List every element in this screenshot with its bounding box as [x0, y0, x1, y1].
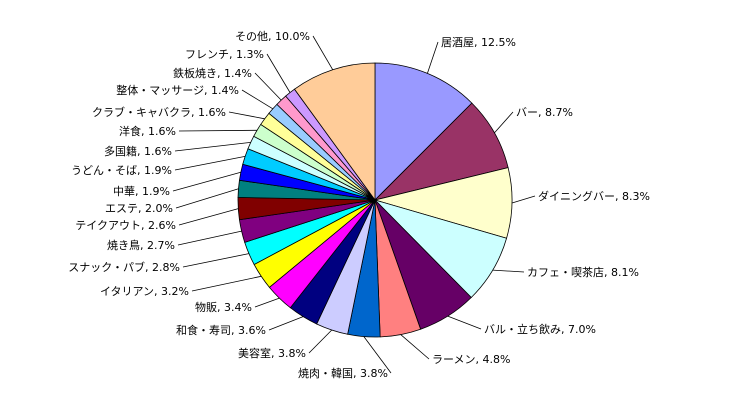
slice-label: フレンチ, 1.3% [185, 48, 264, 61]
pie-slice [293, 62, 376, 202]
leader-line [182, 253, 249, 268]
pie-slices [237, 62, 513, 338]
slice-label: 焼き鳥, 2.7% [107, 238, 175, 252]
slice-labels: 居酒屋, 12.5% バー, 8.7% ダイニングバー, 8.3% カフェ・喫茶店, … [68, 30, 650, 380]
slice-label: スナック・パブ, 2.8% [68, 260, 180, 274]
slice-label: 鉄板焼き, 1.4% [173, 66, 252, 80]
slice-label: 多国籍, 1.6% [104, 144, 172, 158]
leader-line [494, 111, 514, 134]
slice-label: 居酒屋, 12.5% [441, 36, 516, 49]
slice-label: ダイニングバー, 8.3% [538, 189, 650, 203]
slice-label: うどん・そば, 1.9% [71, 164, 172, 177]
slice-label: 和食・寿司, 3.6% [176, 323, 266, 337]
leader-line [400, 334, 430, 360]
leader-line [174, 142, 251, 152]
leader-lines [172, 35, 536, 374]
slice-label: 美容室, 3.8% [238, 346, 306, 360]
slice-label: テイクアウト, 2.6% [75, 219, 176, 232]
leader-line [492, 269, 525, 273]
slice-label: バー, 8.7% [516, 106, 573, 119]
leader-line [254, 297, 280, 308]
slice-label: ラーメン, 4.8% [432, 353, 511, 366]
leader-line [268, 316, 304, 331]
slice-label: バル・立ち飲み, 7.0% [484, 322, 596, 336]
slice-label: その他, 10.0% [235, 30, 310, 43]
leader-line [447, 315, 482, 330]
slice-label: 中華, 1.9% [113, 185, 170, 198]
leader-line [178, 208, 239, 226]
leader-line [266, 53, 291, 93]
leader-line [175, 188, 239, 209]
leader-line [312, 35, 334, 70]
slice-label: 整体・マッサージ, 1.4% [116, 83, 239, 97]
slice-label: 物販, 3.4% [195, 300, 252, 314]
leader-line [511, 195, 536, 204]
slice-label: イタリアン, 3.2% [100, 285, 189, 298]
leader-line [254, 72, 282, 101]
leader-line [427, 41, 439, 74]
leader-line [228, 111, 265, 120]
leader-line [363, 336, 392, 374]
leader-line [178, 129, 258, 132]
slice-label: 洋食, 1.6% [119, 124, 176, 138]
leader-line [241, 89, 274, 110]
slice-label: カフェ・喫茶店, 8.1% [527, 265, 639, 279]
pie-slice [374, 62, 473, 201]
leader-line [191, 275, 262, 292]
slice-label: クラブ・キャバクラ, 1.6% [92, 105, 226, 119]
leader-line [177, 230, 242, 246]
leader-line [174, 156, 246, 171]
slice-label: 焼肉・韓国, 3.8% [298, 367, 388, 380]
leader-line [172, 171, 241, 192]
slice-label: エステ, 2.0% [105, 202, 173, 215]
leader-line [308, 329, 333, 354]
